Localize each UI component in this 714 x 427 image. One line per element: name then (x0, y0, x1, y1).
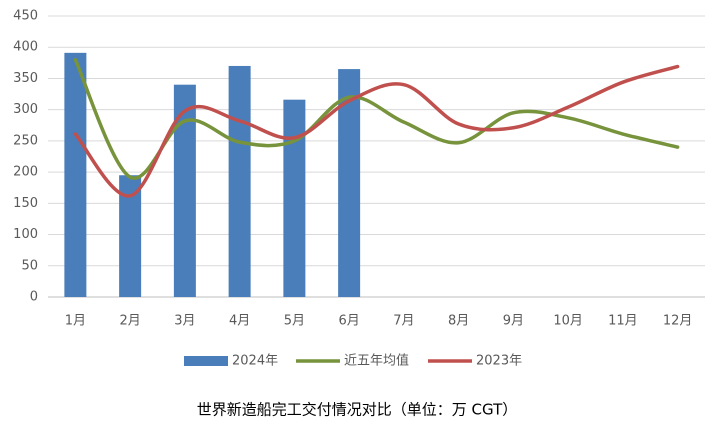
bar (173, 84, 196, 297)
y-tick-label: 400 (13, 40, 38, 55)
legend-label: 近五年均值 (344, 353, 409, 369)
x-tick-label: 6月 (338, 314, 359, 329)
y-tick-label: 350 (13, 71, 38, 86)
x-tick-label: 5月 (284, 314, 305, 329)
y-tick-label: 50 (21, 258, 38, 273)
bar (338, 69, 361, 297)
bar (119, 175, 142, 297)
x-tick-label: 10月 (553, 314, 583, 329)
x-tick-label: 3月 (174, 314, 195, 329)
x-tick-label: 2月 (119, 314, 140, 329)
y-tick-label: 150 (13, 196, 38, 211)
bar (64, 52, 87, 297)
x-tick-label: 8月 (448, 314, 469, 329)
y-tick-label: 200 (13, 165, 38, 180)
x-tick-label: 4月 (229, 314, 250, 329)
x-tick-label: 7月 (393, 314, 414, 329)
y-tick-label: 450 (13, 9, 38, 24)
y-tick-label: 250 (13, 133, 38, 148)
x-tick-label: 9月 (503, 314, 524, 329)
bar (228, 65, 251, 297)
legend-label: 2024年 (232, 354, 278, 369)
x-tick-label: 1月 (65, 314, 86, 329)
y-tick-label: 100 (13, 227, 38, 242)
legend-swatch (184, 356, 228, 366)
bar (283, 99, 306, 297)
x-tick-label: 12月 (663, 314, 693, 329)
legend-label: 2023年 (476, 354, 522, 369)
line (73, 64, 680, 198)
line (73, 57, 680, 180)
x-tick-label: 11月 (608, 314, 638, 329)
chart-title: 世界新造船完工交付情况对比（单位：万 CGT） (197, 401, 518, 419)
y-tick-label: 300 (13, 102, 38, 117)
y-tick-label: 0 (30, 290, 38, 305)
